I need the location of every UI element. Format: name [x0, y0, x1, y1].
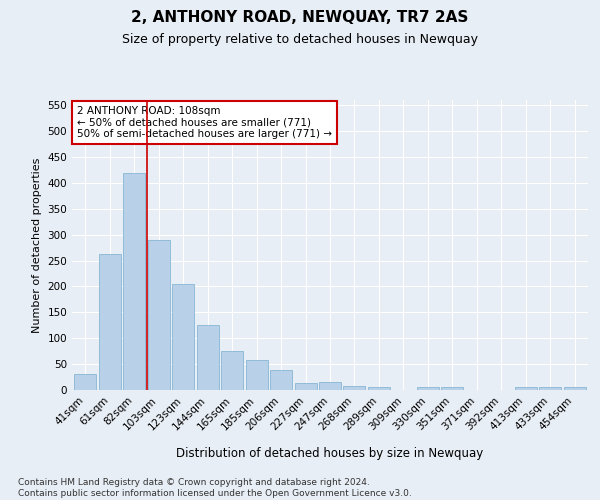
Bar — [148, 240, 170, 390]
Bar — [343, 386, 365, 390]
Text: Size of property relative to detached houses in Newquay: Size of property relative to detached ho… — [122, 32, 478, 46]
Bar — [319, 382, 341, 390]
Bar — [539, 388, 561, 390]
Bar — [245, 360, 268, 390]
Bar — [270, 370, 292, 390]
Bar — [441, 388, 463, 390]
Bar — [515, 388, 536, 390]
Bar — [124, 172, 145, 390]
Text: 2 ANTHONY ROAD: 108sqm
← 50% of detached houses are smaller (771)
50% of semi-de: 2 ANTHONY ROAD: 108sqm ← 50% of detached… — [77, 106, 332, 139]
Bar — [368, 388, 390, 390]
Y-axis label: Number of detached properties: Number of detached properties — [32, 158, 42, 332]
Bar — [295, 383, 317, 390]
Bar — [172, 284, 194, 390]
Text: Distribution of detached houses by size in Newquay: Distribution of detached houses by size … — [176, 448, 484, 460]
Bar — [197, 326, 219, 390]
Text: 2, ANTHONY ROAD, NEWQUAY, TR7 2AS: 2, ANTHONY ROAD, NEWQUAY, TR7 2AS — [131, 10, 469, 25]
Bar — [99, 254, 121, 390]
Bar — [221, 351, 243, 390]
Bar — [74, 374, 97, 390]
Bar — [417, 388, 439, 390]
Bar — [563, 388, 586, 390]
Text: Contains HM Land Registry data © Crown copyright and database right 2024.
Contai: Contains HM Land Registry data © Crown c… — [18, 478, 412, 498]
